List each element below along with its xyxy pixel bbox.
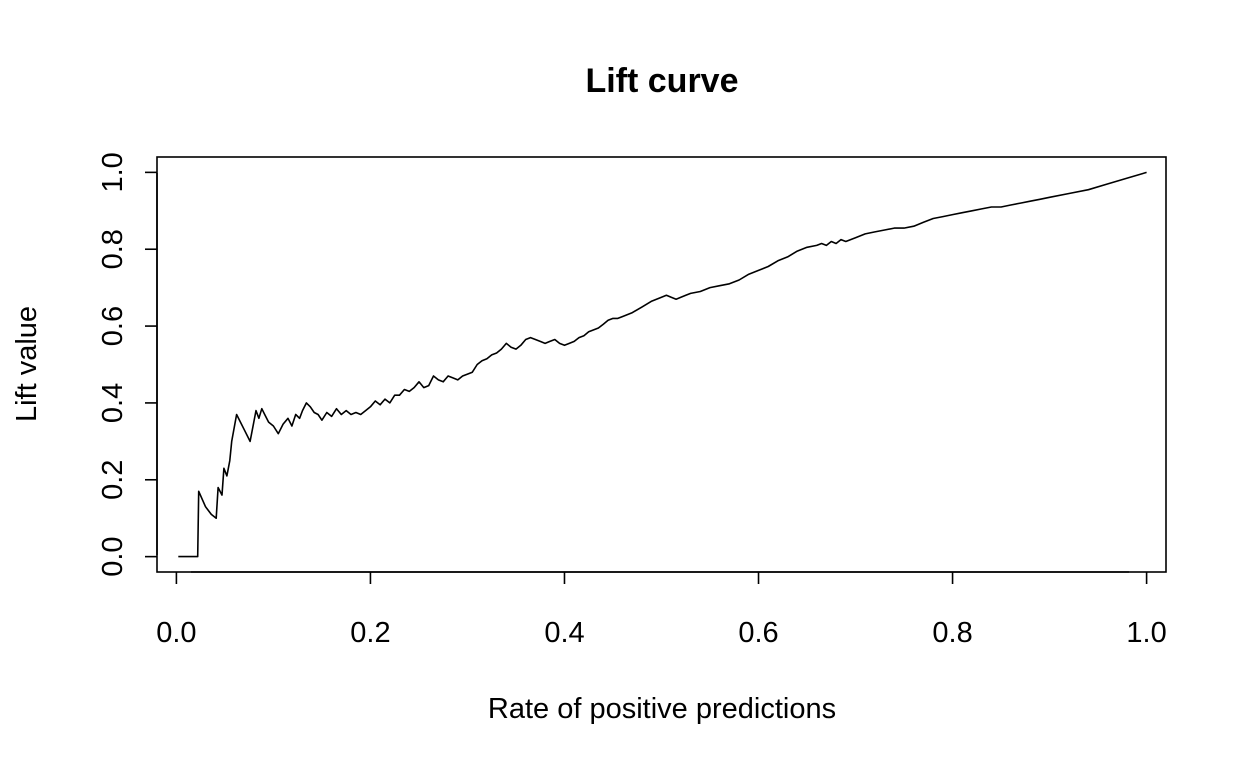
x-axis: 0.0 0.2 0.4 0.6 0.8 1.0 — [156, 571, 1167, 649]
y-tick-label: 0.2 — [97, 460, 129, 500]
x-tick-label: 0.6 — [738, 617, 778, 649]
x-tick-label: 0.8 — [932, 617, 972, 649]
series-group — [178, 171, 1147, 558]
x-tick-label: 0.0 — [156, 617, 196, 649]
y-axis: 0.0 0.2 0.4 0.6 0.8 1.0 — [97, 152, 158, 577]
y-tick-label: 0.6 — [97, 306, 129, 346]
x-axis-label: Rate of positive predictions — [488, 693, 836, 725]
y-tick-label: 1.0 — [97, 152, 129, 192]
y-tick-label: 0.0 — [97, 536, 129, 576]
x-tick-label: 0.2 — [350, 617, 390, 649]
y-tick-label: 0.4 — [97, 383, 129, 423]
y-tick-label: 0.8 — [97, 229, 129, 269]
y-axis-label: Lift value — [11, 306, 43, 422]
chart-title: Lift curve — [585, 62, 738, 100]
x-tick-label: 1.0 — [1126, 617, 1166, 649]
lift-series-line — [178, 171, 1147, 558]
x-tick-label: 0.4 — [544, 617, 584, 649]
plot-frame — [156, 156, 1167, 573]
